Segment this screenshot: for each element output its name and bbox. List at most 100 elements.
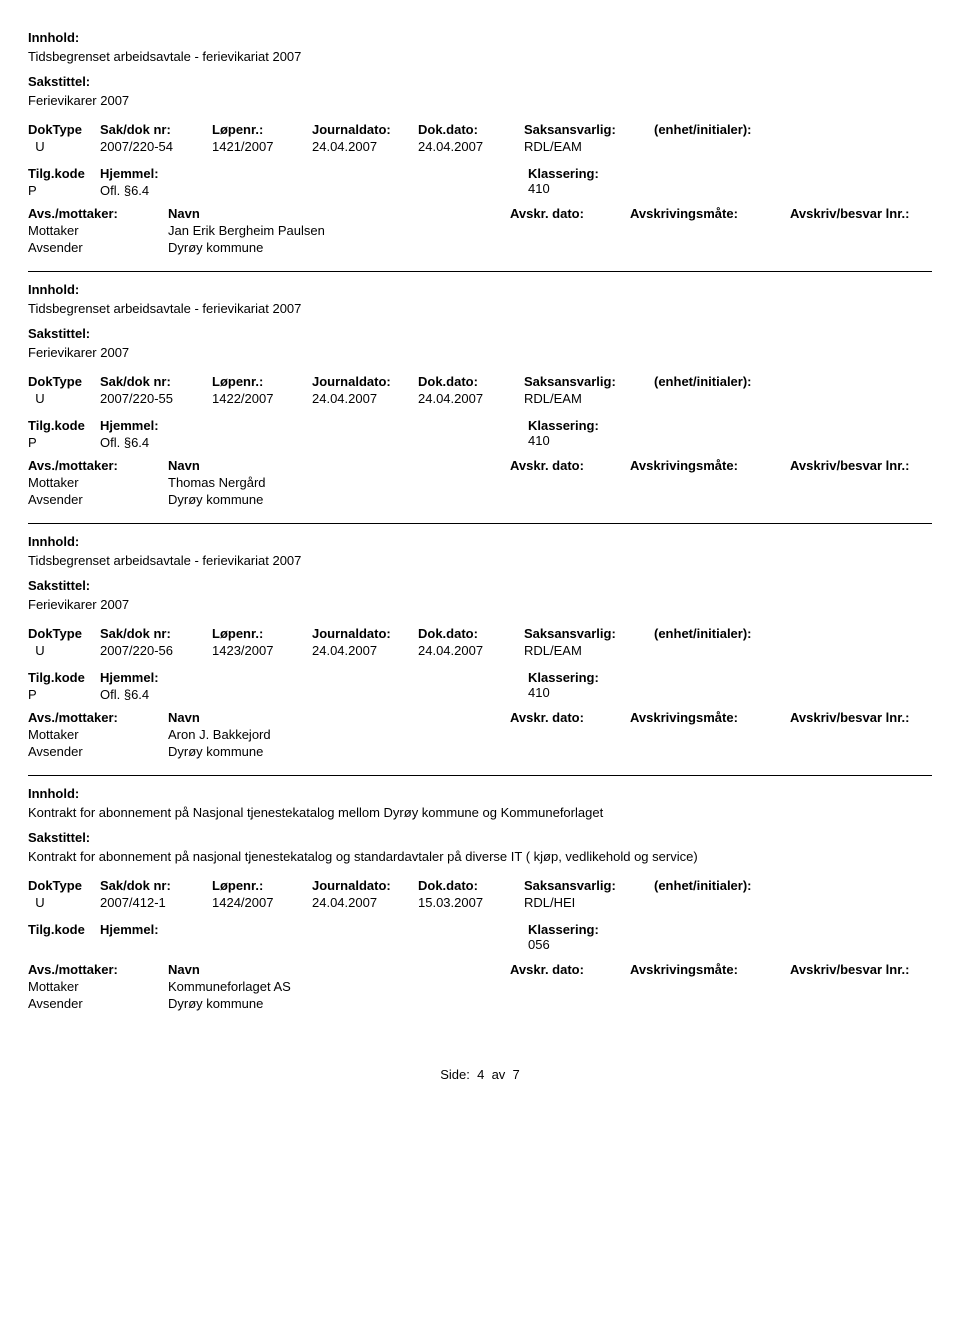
lopenr-label: Løpenr.: bbox=[212, 122, 312, 137]
avskrbesvar-label: Avskriv/besvar lnr.: bbox=[790, 962, 909, 977]
hjemmel-value: Ofl. §6.4 bbox=[100, 687, 220, 702]
sakdok-label: Sak/dok nr: bbox=[100, 878, 212, 893]
avsmottaker-label: Avs./mottaker: bbox=[28, 962, 168, 977]
dokdato-value: 24.04.2007 bbox=[418, 391, 524, 406]
saksansvarlig-value: RDL/EAM bbox=[524, 643, 654, 658]
enhet-label: (enhet/initialer): bbox=[654, 878, 752, 893]
avskrbesvar-label: Avskriv/besvar lnr.: bbox=[790, 458, 909, 473]
tilgkode-value: P bbox=[28, 435, 100, 450]
meta-data-row: U 2007/220-56 1423/2007 24.04.2007 24.04… bbox=[28, 643, 932, 658]
avskrdato-label: Avskr. dato: bbox=[510, 710, 630, 725]
avsmottaker-label: Avs./mottaker: bbox=[28, 710, 168, 725]
avsender-role: Avsender bbox=[28, 492, 168, 507]
enhet-label: (enhet/initialer): bbox=[654, 626, 752, 641]
sakstittel-label: Sakstittel: bbox=[28, 830, 932, 845]
hjemmel-value: Ofl. §6.4 bbox=[100, 183, 220, 198]
journaldato-label: Journaldato: bbox=[312, 374, 418, 389]
tilg-klass-block: Tilg.kode Hjemmel: P Ofl. §6.4 Klasserin… bbox=[28, 670, 932, 702]
mottaker-name: Thomas Nergård bbox=[168, 475, 932, 490]
sakdok-label: Sak/dok nr: bbox=[100, 122, 212, 137]
tilgkode-value bbox=[28, 939, 100, 954]
journal-record: Innhold:Kontrakt for abonnement på Nasjo… bbox=[28, 776, 932, 1027]
avskrdato-label: Avskr. dato: bbox=[510, 206, 630, 221]
meta-header-row: DokType Sak/dok nr: Løpenr.: Journaldato… bbox=[28, 374, 932, 389]
mottaker-name: Kommuneforlaget AS bbox=[168, 979, 932, 994]
journaldato-value: 24.04.2007 bbox=[312, 643, 418, 658]
tilgkode-label: Tilg.kode bbox=[28, 670, 100, 685]
hjemmel-label: Hjemmel: bbox=[100, 418, 220, 433]
innhold-label: Innhold: bbox=[28, 282, 932, 297]
avskr-header-row: Avs./mottaker: Navn Avskr. dato: Avskriv… bbox=[28, 710, 932, 725]
lopenr-value: 1424/2007 bbox=[212, 895, 312, 910]
innhold-text: Tidsbegrenset arbeidsavtale - ferievikar… bbox=[28, 49, 932, 64]
meta-data-row: U 2007/220-54 1421/2007 24.04.2007 24.04… bbox=[28, 139, 932, 154]
hjemmel-label: Hjemmel: bbox=[100, 166, 220, 181]
avskrmate-label: Avskrivingsmåte: bbox=[630, 206, 790, 221]
tilgkode-value: P bbox=[28, 687, 100, 702]
sakstittel-text: Kontrakt for abonnement på nasjonal tjen… bbox=[28, 849, 932, 864]
sakdok-value: 2007/220-56 bbox=[100, 643, 212, 658]
sakstittel-label: Sakstittel: bbox=[28, 578, 932, 593]
avsmottaker-label: Avs./mottaker: bbox=[28, 458, 168, 473]
mottaker-name: Jan Erik Bergheim Paulsen bbox=[168, 223, 932, 238]
mottaker-row: Mottaker Aron J. Bakkejord bbox=[28, 727, 932, 742]
mottaker-row: Mottaker Thomas Nergård bbox=[28, 475, 932, 490]
innhold-text: Tidsbegrenset arbeidsavtale - ferievikar… bbox=[28, 301, 932, 316]
sakdok-value: 2007/412-1 bbox=[100, 895, 212, 910]
lopenr-label: Løpenr.: bbox=[212, 626, 312, 641]
avskr-header-row: Avs./mottaker: Navn Avskr. dato: Avskriv… bbox=[28, 206, 932, 221]
mottaker-name: Aron J. Bakkejord bbox=[168, 727, 932, 742]
avsender-row: Avsender Dyrøy kommune bbox=[28, 996, 932, 1011]
lopenr-value: 1422/2007 bbox=[212, 391, 312, 406]
avskr-header-row: Avs./mottaker: Navn Avskr. dato: Avskriv… bbox=[28, 962, 932, 977]
saksansvarlig-label: Saksansvarlig: bbox=[524, 878, 654, 893]
lopenr-label: Løpenr.: bbox=[212, 878, 312, 893]
dokdato-value: 24.04.2007 bbox=[418, 643, 524, 658]
sakstittel-text: Ferievikarer 2007 bbox=[28, 345, 932, 360]
mottaker-role: Mottaker bbox=[28, 727, 168, 742]
dokdato-label: Dok.dato: bbox=[418, 122, 524, 137]
lopenr-value: 1421/2007 bbox=[212, 139, 312, 154]
avsender-name: Dyrøy kommune bbox=[168, 996, 932, 1011]
doktype-value: U bbox=[28, 391, 100, 406]
doktype-label: DokType bbox=[28, 374, 100, 389]
sakstittel-text: Ferievikarer 2007 bbox=[28, 93, 932, 108]
saksansvarlig-value: RDL/EAM bbox=[524, 139, 654, 154]
avsender-row: Avsender Dyrøy kommune bbox=[28, 492, 932, 507]
klassering-label: Klassering: bbox=[528, 418, 599, 433]
journaldato-value: 24.04.2007 bbox=[312, 139, 418, 154]
footer-page: 4 bbox=[477, 1067, 484, 1082]
dokdato-label: Dok.dato: bbox=[418, 374, 524, 389]
hjemmel-value: Ofl. §6.4 bbox=[100, 435, 220, 450]
tilgkode-label: Tilg.kode bbox=[28, 166, 100, 181]
klassering-label: Klassering: bbox=[528, 922, 599, 937]
avsender-row: Avsender Dyrøy kommune bbox=[28, 744, 932, 759]
saksansvarlig-label: Saksansvarlig: bbox=[524, 626, 654, 641]
avskrbesvar-label: Avskriv/besvar lnr.: bbox=[790, 710, 909, 725]
avskrmate-label: Avskrivingsmåte: bbox=[630, 962, 790, 977]
dokdato-value: 24.04.2007 bbox=[418, 139, 524, 154]
mottaker-role: Mottaker bbox=[28, 223, 168, 238]
footer-av: av bbox=[492, 1067, 506, 1082]
avskrmate-label: Avskrivingsmåte: bbox=[630, 710, 790, 725]
journal-record: Innhold:Tidsbegrenset arbeidsavtale - fe… bbox=[28, 20, 932, 272]
mottaker-row: Mottaker Kommuneforlaget AS bbox=[28, 979, 932, 994]
avsender-role: Avsender bbox=[28, 744, 168, 759]
journal-record: Innhold:Tidsbegrenset arbeidsavtale - fe… bbox=[28, 524, 932, 776]
hjemmel-label: Hjemmel: bbox=[100, 922, 220, 937]
doktype-label: DokType bbox=[28, 878, 100, 893]
klassering-label: Klassering: bbox=[528, 166, 599, 181]
meta-header-row: DokType Sak/dok nr: Løpenr.: Journaldato… bbox=[28, 878, 932, 893]
journal-record: Innhold: Tidsbegrenset arbeidsavtale - fe… bbox=[28, 272, 932, 524]
meta-data-row: U 2007/412-1 1424/2007 24.04.2007 15.03.… bbox=[28, 895, 932, 910]
journaldato-label: Journaldato: bbox=[312, 878, 418, 893]
avsender-role: Avsender bbox=[28, 240, 168, 255]
navn-label: Navn bbox=[168, 962, 510, 977]
saksansvarlig-label: Saksansvarlig: bbox=[524, 374, 654, 389]
tilgkode-value: P bbox=[28, 183, 100, 198]
journaldato-value: 24.04.2007 bbox=[312, 895, 418, 910]
navn-label: Navn bbox=[168, 206, 510, 221]
meta-header-row: DokType Sak/dok nr: Løpenr.: Journaldato… bbox=[28, 626, 932, 641]
hjemmel-value bbox=[100, 939, 220, 954]
dokdato-label: Dok.dato: bbox=[418, 878, 524, 893]
